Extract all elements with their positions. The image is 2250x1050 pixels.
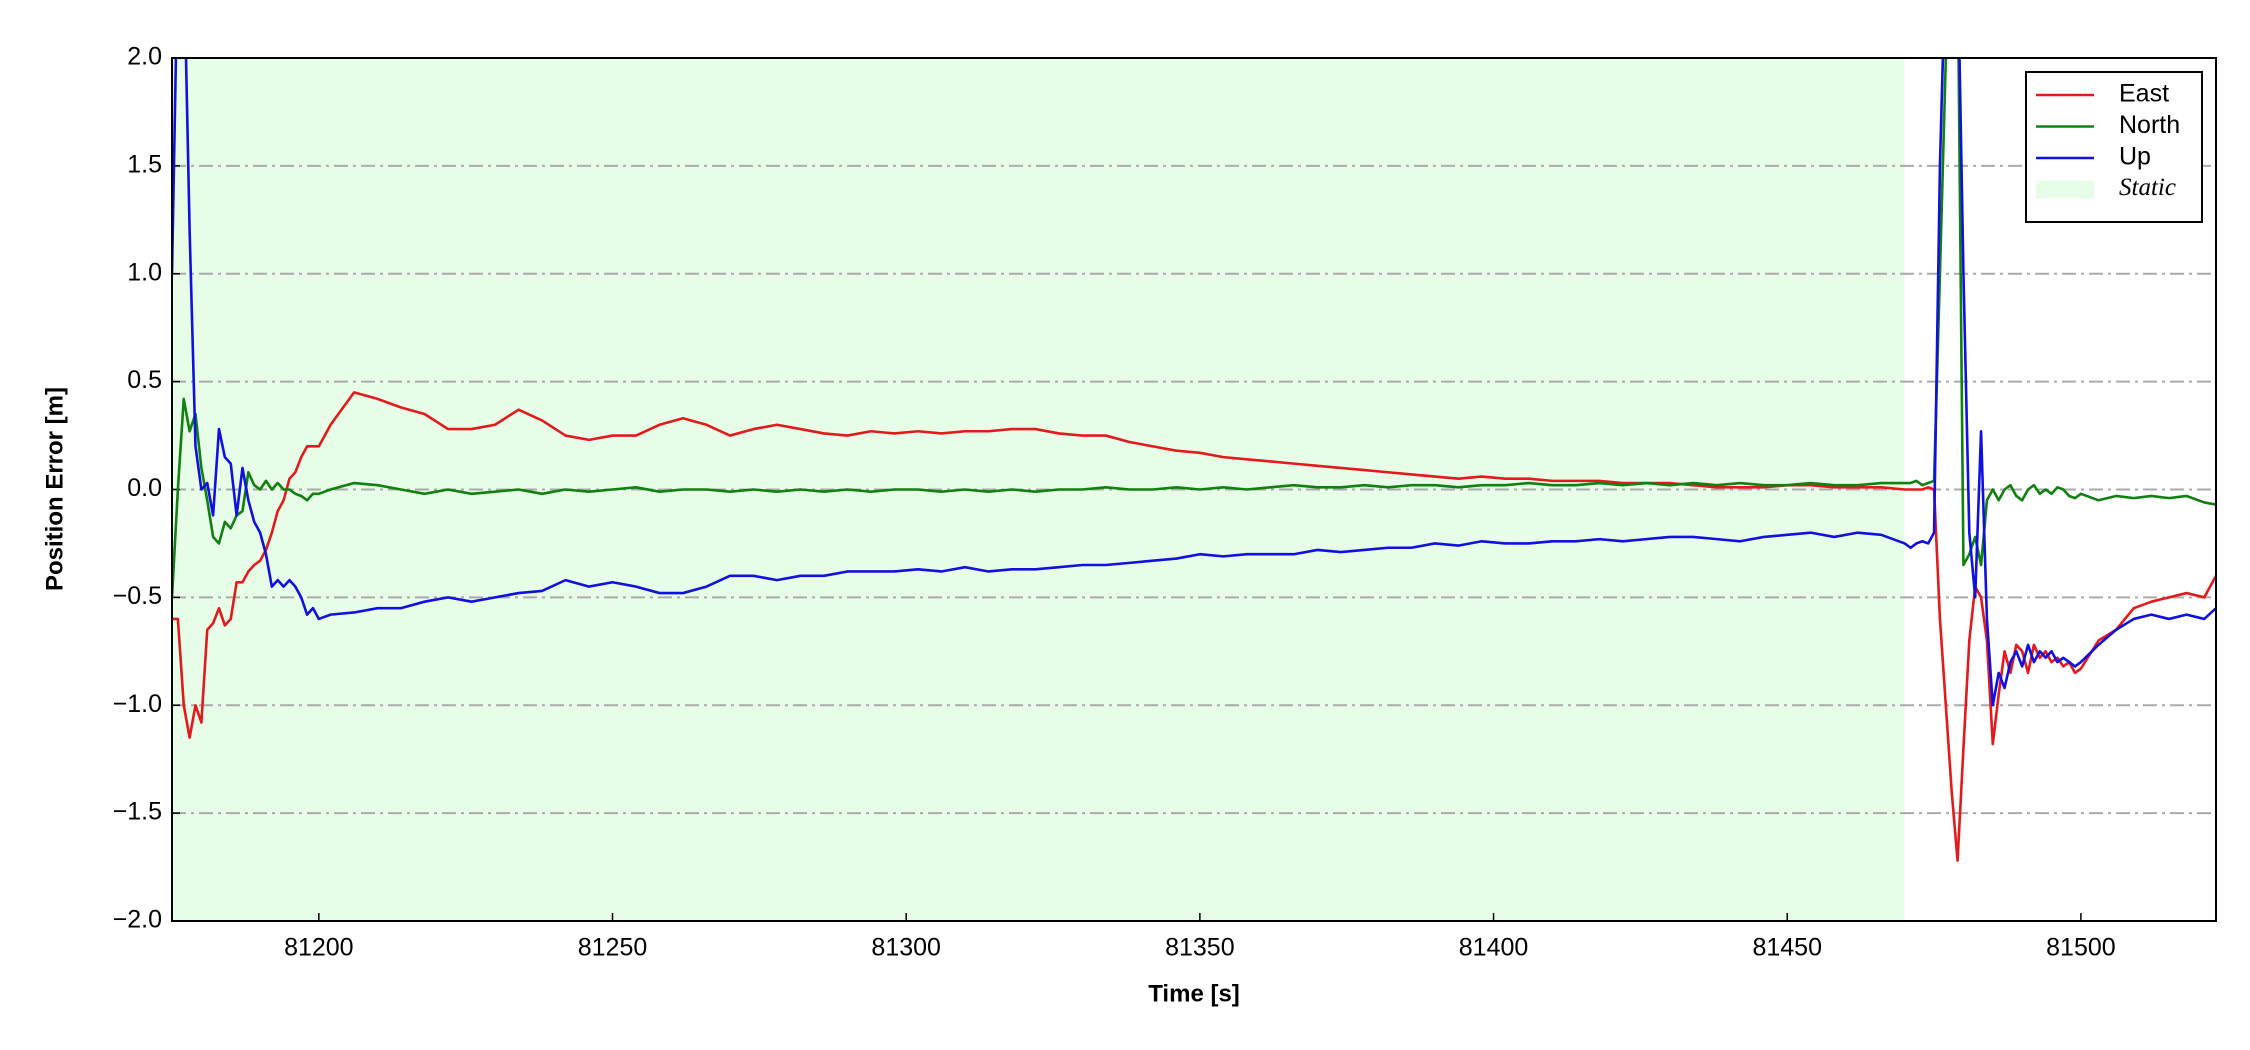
x-tick-label: 81200 [284,934,354,962]
y-tick-label: −0.5 [113,582,162,610]
legend-label: Up [2119,143,2151,171]
y-tick-label: 2.0 [127,43,162,71]
x-tick-label: 81350 [1165,934,1235,962]
plot-frame [171,57,2217,922]
legend-label: North [2119,111,2180,139]
x-tick-label: 81250 [578,934,648,962]
x-tick-label: 81300 [871,934,941,962]
series-line [172,58,2216,598]
y-tick-label: 0.0 [127,474,162,502]
x-axis-label: Time [s] [1148,980,1240,1007]
legend-label: Static [2119,174,2176,201]
legend: East North Up Static [2025,71,2203,223]
series-line [172,58,2216,707]
plot-lines [172,58,2216,862]
legend-label: East [2119,80,2169,108]
legend-swatch [2036,180,2094,199]
y-tick-label: −1.5 [113,798,162,826]
y-tick-label: 1.5 [127,150,162,178]
y-tick-label: −2.0 [113,906,162,934]
x-tick-label: 81450 [1752,934,1822,962]
y-axis-label: Position Error [m] [41,387,68,591]
y-tick-label: 0.5 [127,366,162,394]
y-tick-label: 1.0 [127,258,162,286]
series-line [172,391,2216,862]
x-tick-label: 81400 [1459,934,1529,962]
x-tick-label: 81500 [2046,934,2116,962]
y-tick-label: −1.0 [113,690,162,718]
